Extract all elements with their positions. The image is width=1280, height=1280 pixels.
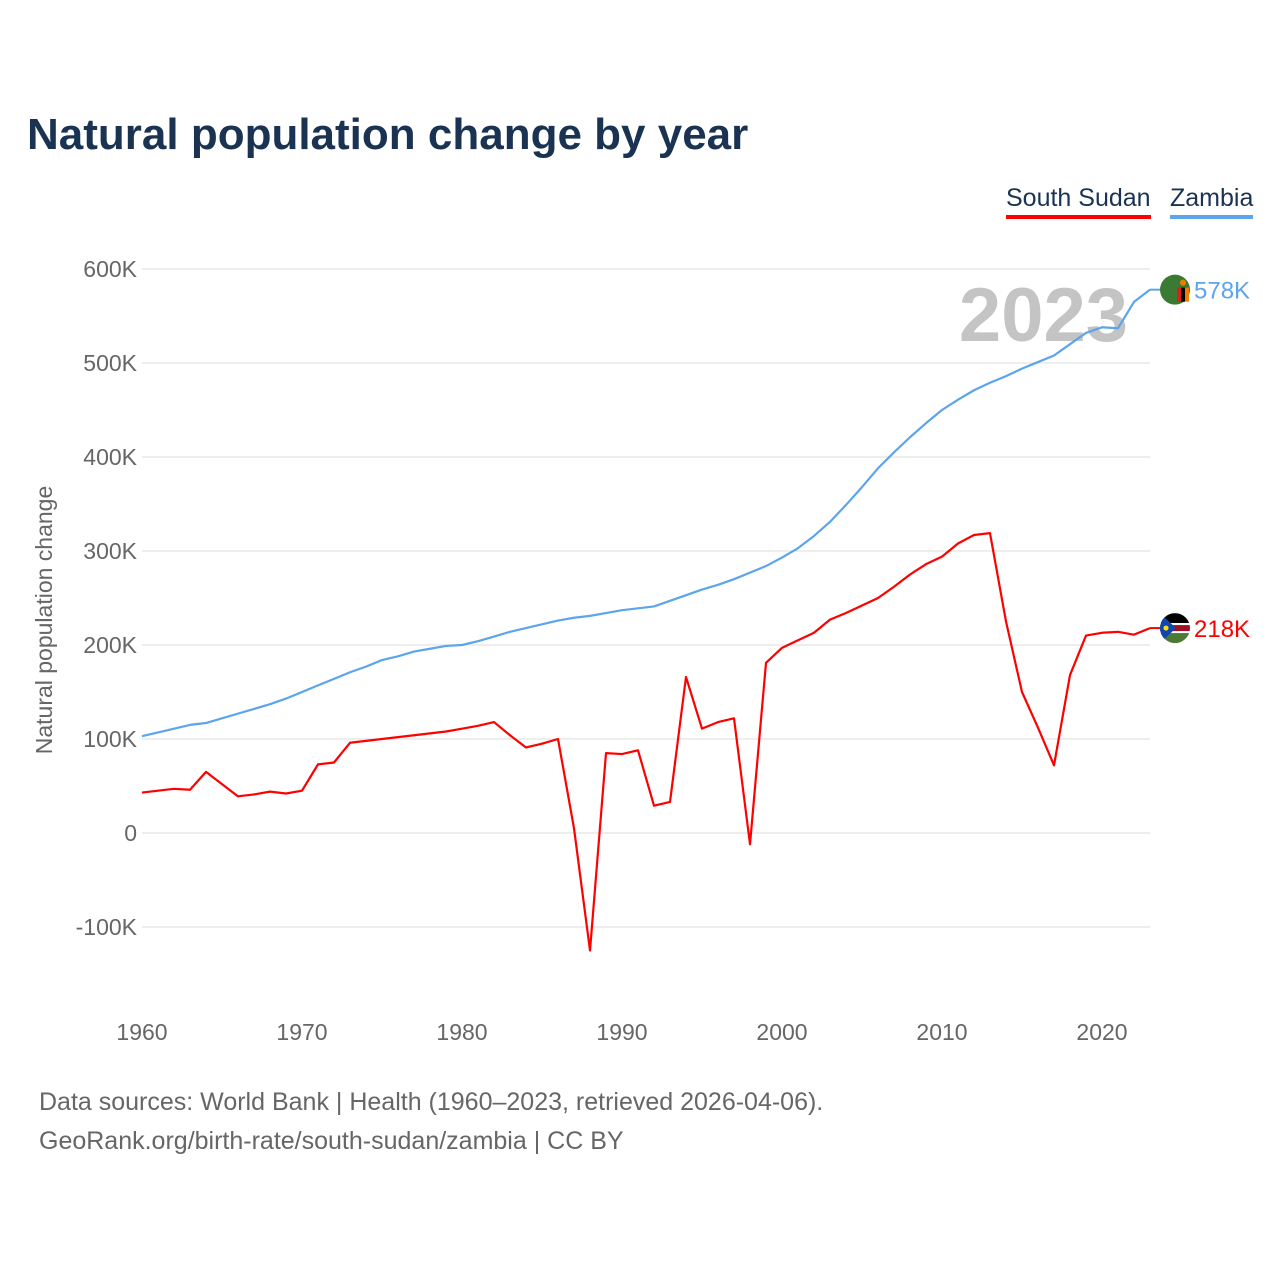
- year-watermark: 2023: [959, 273, 1128, 358]
- series-line-south-sudan: [141, 532, 1151, 952]
- legend-south-sudan[interactable]: South Sudan: [1006, 184, 1151, 219]
- x-tick-label: 1980: [436, 1019, 487, 1045]
- y-tick-label: 300K: [83, 538, 137, 564]
- flag-eagle: [1180, 279, 1186, 286]
- x-tick-label: 1970: [276, 1019, 327, 1045]
- y-tick-label: 600K: [83, 256, 137, 282]
- flag-stripe: [1160, 633, 1190, 644]
- flag-body: [1160, 613, 1190, 644]
- y-tick-label: 400K: [83, 444, 137, 470]
- y-tick-label: 500K: [83, 350, 137, 376]
- footer-sources: Data sources: World Bank | Health (1960–…: [39, 1088, 824, 1116]
- south-sudan-flag-icon: [1160, 613, 1190, 644]
- end-value-label: 218K: [1194, 616, 1250, 643]
- legend-zambia[interactable]: Zambia: [1170, 184, 1254, 219]
- flag-stripe: [1181, 287, 1185, 302]
- y-tick-label: 200K: [83, 632, 137, 658]
- flag-star: [1163, 625, 1169, 631]
- flag-stripe: [1185, 287, 1189, 302]
- flag-stripe: [1177, 287, 1181, 302]
- flag-stripe: [1160, 613, 1190, 624]
- x-tick-label: 1990: [596, 1019, 647, 1045]
- x-tick-label: 2020: [1076, 1019, 1127, 1045]
- chart-title: Natural population change by year: [27, 110, 749, 159]
- x-tick-label: 1960: [116, 1019, 167, 1045]
- y-tick-label: 0: [124, 820, 137, 846]
- footer-attribution: GeoRank.org/birth-rate/south-sudan/zambi…: [39, 1127, 624, 1155]
- y-tick-label: 100K: [83, 726, 137, 752]
- y-tick-label: -100K: [76, 914, 138, 940]
- y-axis-label: Natural population change: [31, 486, 57, 755]
- x-tick-label: 2000: [756, 1019, 807, 1045]
- zambia-flag-icon: [1160, 274, 1190, 305]
- end-value-label: 578K: [1194, 278, 1250, 305]
- x-tick-label: 2010: [916, 1019, 967, 1045]
- series-line-zambia: [141, 288, 1151, 738]
